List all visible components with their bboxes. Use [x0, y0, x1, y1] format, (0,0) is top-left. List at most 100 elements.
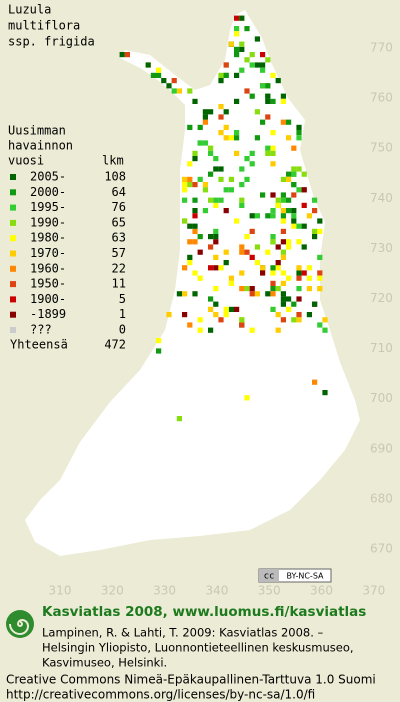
- occurrence-square: [249, 93, 255, 99]
- occurrence-square: [218, 176, 224, 182]
- occurrence-square: [182, 218, 188, 224]
- occurrence-square: [254, 135, 260, 141]
- occurrence-square: [291, 171, 297, 177]
- cc-badge-left: [259, 569, 279, 582]
- occurrence-square: [296, 312, 302, 318]
- occurrence-square: [265, 150, 271, 156]
- legend-swatch: [10, 265, 16, 272]
- occurrence-square: [312, 379, 318, 385]
- occurrence-square: [270, 286, 276, 292]
- x-coordinate-label: 340: [205, 584, 228, 598]
- occurrence-square: [234, 72, 240, 78]
- occurrence-square: [208, 234, 214, 240]
- occurrence-square: [239, 41, 245, 47]
- occurrence-square: [280, 119, 286, 125]
- occurrence-square: [197, 327, 203, 333]
- occurrence-square: [228, 306, 234, 312]
- occurrence-square: [280, 197, 286, 203]
- occurrence-square: [161, 78, 167, 84]
- occurrence-square: [306, 312, 312, 318]
- occurrence-square: [317, 286, 323, 292]
- occurrence-square: [280, 280, 286, 286]
- legend-swatch: [10, 296, 16, 303]
- occurrence-square: [187, 260, 193, 266]
- occurrence-square: [275, 327, 281, 333]
- y-coordinate-label: 720: [370, 291, 393, 305]
- occurrence-square: [260, 52, 266, 58]
- occurrence-square: [244, 156, 250, 162]
- occurrence-square: [192, 239, 198, 245]
- occurrence-square: [270, 161, 276, 167]
- occurrence-square: [296, 130, 302, 136]
- occurrence-square: [280, 93, 286, 99]
- occurrence-square: [249, 62, 255, 68]
- occurrence-square: [286, 197, 292, 203]
- occurrence-square: [265, 291, 271, 297]
- occurrence-square: [202, 182, 208, 188]
- occurrence-square: [166, 312, 172, 318]
- x-coordinate-label: 360: [310, 584, 333, 598]
- occurrence-square: [291, 223, 297, 229]
- occurrence-square: [301, 244, 307, 250]
- occurrence-square: [296, 265, 302, 271]
- occurrence-square: [234, 150, 240, 156]
- occurrence-square: [223, 260, 229, 266]
- occurrence-square: [254, 244, 260, 250]
- occurrence-square: [280, 98, 286, 104]
- occurrence-square: [156, 348, 162, 354]
- legend-label: 1950-: [30, 277, 66, 291]
- occurrence-square: [213, 254, 219, 260]
- occurrence-square: [187, 176, 193, 182]
- occurrence-square: [166, 83, 172, 89]
- occurrence-square: [213, 166, 219, 172]
- occurrence-square: [306, 213, 312, 219]
- legend-label: 1900-: [30, 292, 66, 306]
- occurrence-square: [192, 223, 198, 229]
- title: Luzula: [8, 3, 51, 17]
- occurrence-square: [296, 296, 302, 302]
- occurrence-square: [265, 114, 271, 120]
- occurrence-square: [228, 135, 234, 141]
- occurrence-square: [234, 46, 240, 52]
- occurrence-square: [213, 312, 219, 318]
- occurrence-square: [317, 270, 323, 276]
- occurrence-square: [249, 228, 255, 234]
- occurrence-square: [208, 306, 214, 312]
- occurrence-square: [270, 150, 276, 156]
- legend-label: ???: [30, 323, 52, 337]
- y-coordinate-label: 770: [370, 41, 393, 55]
- occurrence-square: [234, 31, 240, 37]
- occurrence-square: [208, 296, 214, 302]
- occurrence-square: [312, 197, 318, 203]
- occurrence-square: [176, 416, 182, 422]
- occurrence-square: [249, 254, 255, 260]
- occurrence-square: [218, 265, 224, 271]
- occurrence-square: [291, 213, 297, 219]
- occurrence-square: [234, 15, 240, 21]
- occurrence-square: [280, 213, 286, 219]
- occurrence-square: [254, 213, 260, 219]
- occurrence-square: [176, 88, 182, 94]
- occurrence-square: [280, 270, 286, 276]
- occurrence-square: [187, 88, 193, 94]
- occurrence-square: [317, 322, 323, 328]
- occurrence-square: [244, 286, 250, 292]
- occurrence-square: [192, 156, 198, 162]
- legend-count: 22: [112, 261, 126, 275]
- occurrence-square: [275, 265, 281, 271]
- logo: [6, 610, 34, 638]
- occurrence-square: [202, 140, 208, 146]
- occurrence-square: [306, 275, 312, 281]
- occurrence-square: [202, 208, 208, 214]
- occurrence-square: [270, 98, 276, 104]
- occurrence-square: [249, 286, 255, 292]
- occurrence-square: [213, 202, 219, 208]
- occurrence-square: [296, 286, 302, 292]
- occurrence-square: [208, 150, 214, 156]
- x-coordinate-label: 320: [101, 584, 124, 598]
- citation-line: Lampinen, R. & Lahti, T. 2009: Kasviatla…: [42, 626, 324, 640]
- y-coordinate-label: 740: [370, 191, 393, 205]
- occurrence-square: [249, 291, 255, 297]
- occurrence-square: [208, 327, 214, 333]
- occurrence-square: [249, 213, 255, 219]
